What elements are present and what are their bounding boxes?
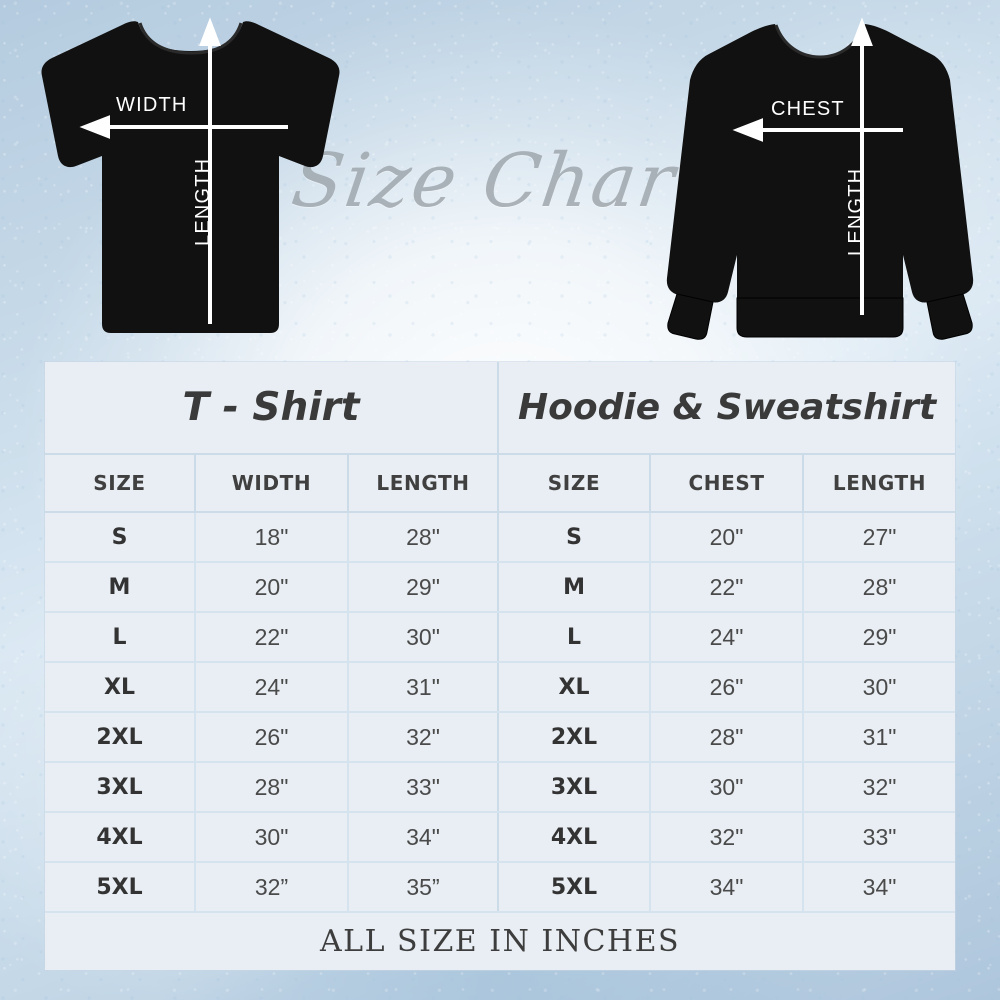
cell-tshirt-size: 4XL (45, 812, 195, 863)
cell-tshirt-size: L (45, 612, 195, 663)
cell-hoodie-chest: 28" (649, 712, 804, 763)
t-shirt-collar (138, 22, 243, 55)
header-tshirt-width: WIDTH (194, 454, 348, 513)
cell-tshirt-length: 35” (346, 862, 499, 913)
cell-tshirt-length: 30" (346, 612, 499, 663)
t-shirt-body-shape (41, 21, 340, 333)
cell-tshirt-width: 22" (194, 612, 348, 663)
size-chart-table: T - Shirt Hoodie & Sweatshirt SIZE WIDTH… (45, 362, 956, 970)
hoodie-svg (666, 17, 974, 340)
cell-hoodie-chest: 34" (649, 862, 804, 913)
header-hoodie-size: SIZE (497, 454, 651, 513)
cell-tshirt-size: M (45, 562, 195, 613)
cell-tshirt-size: 3XL (45, 762, 195, 813)
cell-hoodie-size: L (497, 612, 651, 663)
table-title-row: T - Shirt Hoodie & Sweatshirt (45, 362, 956, 455)
hoodie-chest-label: CHEST (771, 98, 845, 120)
chest-arrow-head (732, 118, 763, 142)
cell-hoodie-chest: 24" (649, 612, 804, 663)
table-row: 4XL 30" 34" 4XL 32" 33" (45, 812, 956, 863)
cell-tshirt-size: S (45, 512, 195, 563)
t-shirt-length-label: LENGTH (192, 157, 214, 246)
cell-hoodie-length: 30" (802, 662, 956, 713)
t-shirt-svg (41, 17, 340, 333)
width-arrow-head (79, 115, 110, 139)
cell-hoodie-size: 4XL (497, 812, 651, 863)
header-hoodie-chest: CHEST (649, 454, 804, 513)
cell-tshirt-width: 32” (194, 862, 348, 913)
table-row: XL 24" 31" XL 26" 30" (45, 662, 956, 713)
cell-tshirt-length: 34" (346, 812, 499, 863)
cell-hoodie-length: 27" (802, 512, 956, 563)
cell-hoodie-length: 28" (802, 562, 956, 613)
hoodie-left-cuff (667, 293, 714, 340)
hoodie-section-title: Hoodie & Sweatshirt (497, 362, 956, 455)
hoodie-body-shape (666, 24, 974, 308)
measurement-arrows (732, 17, 903, 315)
table-row: 3XL 28" 33" 3XL 30" 32" (45, 762, 956, 813)
header-tshirt-length: LENGTH (346, 454, 499, 513)
header-tshirt-size: SIZE (45, 454, 195, 513)
table-row: S 18" 28" S 20" 27" (45, 512, 956, 563)
measurement-arrows (79, 17, 288, 324)
cell-tshirt-width: 18" (194, 512, 348, 563)
table-row: M 20" 29" M 22" 28" (45, 562, 956, 613)
cell-hoodie-chest: 20" (649, 512, 804, 563)
cell-hoodie-chest: 22" (649, 562, 804, 613)
table-header-row: SIZE WIDTH LENGTH SIZE CHEST LENGTH (45, 454, 956, 513)
cell-hoodie-size: S (497, 512, 651, 563)
cell-tshirt-length: 33" (346, 762, 499, 813)
cell-hoodie-chest: 26" (649, 662, 804, 713)
hoodie-length-label: LENGTH (845, 167, 867, 256)
cell-hoodie-size: XL (497, 662, 651, 713)
header-hoodie-length: LENGTH (802, 454, 956, 513)
cell-tshirt-length: 28" (346, 512, 499, 563)
cell-tshirt-width: 24" (194, 662, 348, 713)
hoodie-right-cuff (926, 293, 973, 340)
cell-hoodie-size: 5XL (497, 862, 651, 913)
cell-tshirt-size: XL (45, 662, 195, 713)
hoodie-illustration: CHEST LENGTH (655, 6, 985, 351)
cell-hoodie-size: 2XL (497, 712, 651, 763)
cell-hoodie-chest: 32" (649, 812, 804, 863)
cell-tshirt-length: 29" (346, 562, 499, 613)
cell-tshirt-length: 31" (346, 662, 499, 713)
cell-hoodie-length: 32" (802, 762, 956, 813)
table-row: L 22" 30" L 24" 29" (45, 612, 956, 663)
cell-tshirt-width: 20" (194, 562, 348, 613)
cell-hoodie-size: M (497, 562, 651, 613)
t-shirt-illustration: WIDTH LENGTH (30, 6, 350, 351)
hoodie-hem (736, 297, 904, 338)
table-row: 5XL 32” 35” 5XL 34" 34" (45, 862, 956, 913)
cell-tshirt-width: 28" (194, 762, 348, 813)
t-shirt-width-label: WIDTH (116, 94, 188, 116)
cell-hoodie-size: 3XL (497, 762, 651, 813)
cell-hoodie-length: 34" (802, 862, 956, 913)
tshirt-section-title: T - Shirt (45, 362, 499, 455)
cell-hoodie-length: 29" (802, 612, 956, 663)
length-arrow-head (199, 17, 221, 46)
cell-tshirt-length: 32" (346, 712, 499, 763)
cell-tshirt-size: 2XL (45, 712, 195, 763)
cell-hoodie-length: 33" (802, 812, 956, 863)
table-row: 2XL 26" 32" 2XL 28" 31" (45, 712, 956, 763)
length-arrow-head (851, 17, 873, 46)
cell-hoodie-length: 31" (802, 712, 956, 763)
cell-hoodie-chest: 30" (649, 762, 804, 813)
table-footer-row: ALL SIZE IN INCHES (45, 912, 956, 970)
cell-tshirt-size: 5XL (45, 862, 195, 913)
cell-tshirt-width: 26" (194, 712, 348, 763)
all-size-in-inches-note: ALL SIZE IN INCHES (45, 912, 956, 970)
cell-tshirt-width: 30" (194, 812, 348, 863)
